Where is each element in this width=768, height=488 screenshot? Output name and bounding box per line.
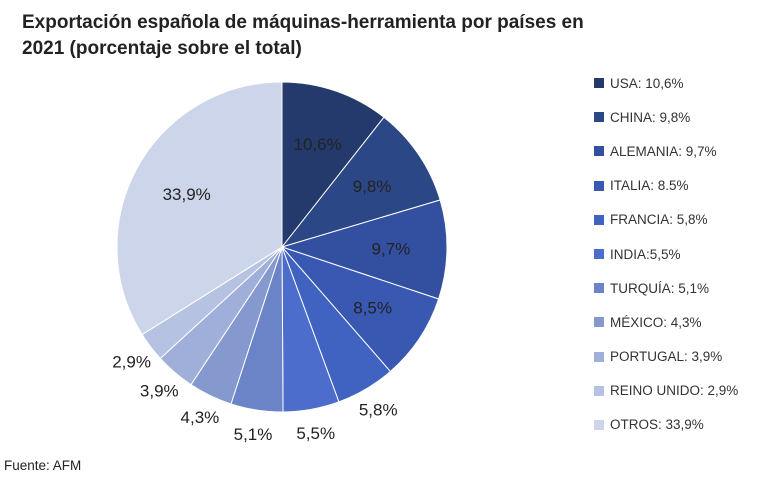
legend-item: TURQUÍA: 5,1%	[594, 271, 738, 305]
chart-title: Exportación española de máquinas-herrami…	[22, 10, 642, 62]
slice-data-label: 2,9%	[112, 352, 151, 371]
legend-label: INDIA:5,5%	[610, 246, 681, 262]
legend-label: PORTUGAL: 3,9%	[610, 349, 723, 365]
legend-item: PORTUGAL: 3,9%	[594, 340, 738, 374]
pie-slice	[116, 81, 283, 336]
legend-item: MÉXICO: 4,3%	[594, 305, 738, 339]
legend-swatch	[594, 78, 604, 89]
legend-label: CHINA: 9,8%	[610, 109, 691, 125]
legend-item: OTROS: 33,9%	[594, 408, 738, 442]
legend-item: USA: 10,6%	[594, 66, 738, 100]
legend-label: ALEMANIA: 9,7%	[610, 143, 717, 159]
pie-slice	[280, 116, 441, 248]
pie-slice	[280, 245, 440, 373]
legend-swatch	[594, 249, 604, 260]
legend-swatch	[594, 351, 604, 362]
legend-item: FRANCIA: 5,8%	[594, 203, 738, 237]
legend-swatch	[594, 112, 604, 123]
legend-swatch	[594, 283, 604, 294]
slice-data-label: 3,9%	[140, 382, 179, 401]
slice-data-label: 5,8%	[359, 401, 398, 420]
legend: USA: 10,6% CHINA: 9,8% ALEMANIA: 9,7% ITALI…	[594, 66, 738, 442]
slice-data-label: 5,1%	[234, 425, 273, 444]
legend-swatch	[594, 146, 604, 157]
legend-item: ALEMANIA: 9,7%	[594, 134, 738, 168]
legend-swatch	[594, 214, 604, 225]
legend-swatch	[594, 385, 604, 396]
chart-title-line-1: Exportación española de máquinas-herrami…	[22, 12, 584, 33]
legend-label: MÉXICO: 4,3%	[610, 314, 702, 330]
legend-item: REINO UNIDO: 2,9%	[594, 374, 738, 408]
legend-label: REINO UNIDO: 2,9%	[610, 383, 739, 399]
legend-label: TURQUÍA: 5,1%	[610, 280, 710, 296]
slice-data-label: 9,8%	[353, 177, 392, 196]
legend-label: OTROS: 33,9%	[610, 417, 704, 433]
chart-title-line-2: 2021 (porcentaje sobre el total)	[22, 38, 302, 59]
pie-slice	[280, 199, 448, 300]
legend-item: ITALIA: 8.5%	[594, 169, 738, 203]
legend-swatch	[594, 180, 604, 191]
slice-data-label: 4,3%	[181, 408, 220, 427]
slice-data-label: 8,5%	[353, 298, 392, 317]
legend-label: FRANCIA: 5,8%	[610, 212, 708, 228]
slice-data-label: 5,5%	[296, 424, 335, 443]
legend-item: CHINA: 9,8%	[594, 100, 738, 134]
pie-slice	[281, 81, 385, 249]
legend-item: INDIA:5,5%	[594, 237, 738, 271]
legend-swatch	[594, 419, 604, 430]
legend-label: USA: 10,6%	[610, 75, 684, 91]
legend-label: ITALIA: 8.5%	[610, 178, 689, 194]
slice-data-label: 33,9%	[163, 185, 211, 204]
slice-data-label: 10,6%	[293, 135, 341, 154]
slice-data-label: 9,7%	[372, 240, 411, 259]
legend-swatch	[594, 317, 604, 328]
source-note: Fuente: AFM	[4, 458, 82, 473]
